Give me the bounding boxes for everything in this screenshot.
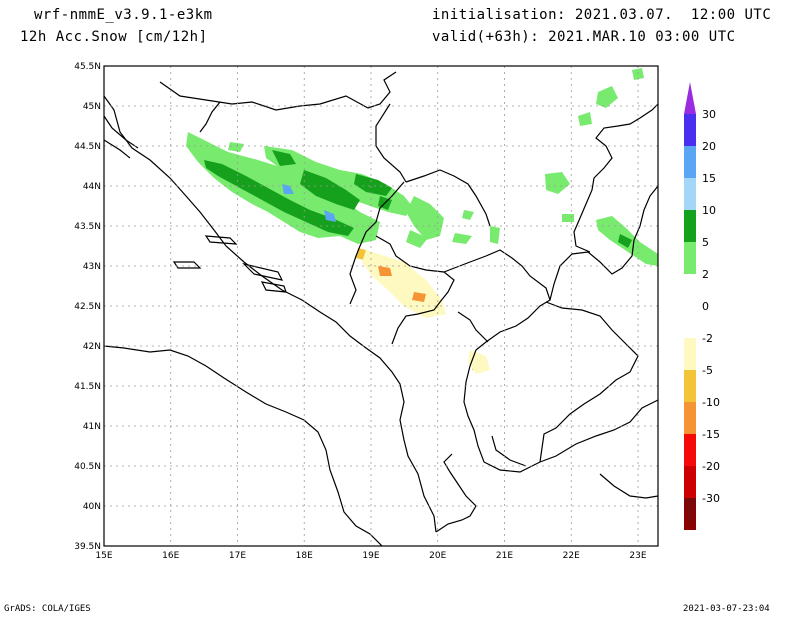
colorbar-swatch — [684, 210, 696, 242]
gridlines — [104, 66, 658, 546]
colorbar-swatch — [684, 178, 696, 210]
render-timestamp: 2021-03-07-23:04 — [683, 604, 770, 614]
lon-label: 21E — [496, 551, 513, 561]
init-time: initialisation: 2021.03.07. 12:00 UTC — [432, 7, 772, 23]
colorbar-swatch — [684, 434, 696, 466]
colorbar-bottom-arrow — [684, 498, 696, 530]
lat-label: 40N — [83, 502, 101, 512]
lat-label: 40.5N — [74, 462, 101, 472]
colorbar-label: -5 — [702, 364, 713, 377]
lat-label: 43.5N — [74, 222, 101, 232]
colorbar-label: 2 — [702, 268, 709, 281]
colorbar-label: -10 — [702, 396, 720, 409]
lat-label: 44N — [83, 182, 101, 192]
field-title: 12h Acc.Snow [cm/12h] — [20, 29, 208, 45]
colorbar-label: -20 — [702, 460, 720, 473]
lat-label: 45.5N — [74, 62, 101, 72]
map-frame — [103, 65, 659, 547]
lat-label: 43N — [83, 262, 101, 272]
colorbar-label: 10 — [702, 204, 716, 217]
snow-field — [186, 68, 658, 374]
colorbar-label: -30 — [702, 492, 720, 505]
colorbar-label: 20 — [702, 140, 716, 153]
model-title: wrf-nmmE_v3.9.1-e3km — [34, 7, 213, 23]
lon-label: 19E — [362, 551, 379, 561]
colorbar-label: 15 — [702, 172, 716, 185]
colorbar-swatch — [684, 242, 696, 274]
colorbar-label: -2 — [702, 332, 713, 345]
coastlines-borders — [103, 71, 659, 547]
lon-labels: 15E 16E 17E 18E 19E 20E 21E 22E 23E — [95, 551, 646, 561]
lon-label: 23E — [629, 551, 646, 561]
colorbar-label: 30 — [702, 108, 716, 121]
lat-label: 45N — [83, 102, 101, 112]
lon-label: 22E — [563, 551, 580, 561]
colorbar-swatch — [684, 114, 696, 146]
lat-label: 42.5N — [74, 302, 101, 312]
lon-label: 20E — [429, 551, 446, 561]
colorbar-swatch — [684, 370, 696, 402]
lat-label: 44.5N — [74, 142, 101, 152]
colorbar-label: 5 — [702, 236, 709, 249]
colorbar-top-arrow — [684, 82, 696, 114]
lon-label: 17E — [229, 551, 246, 561]
lon-label: 16E — [162, 551, 179, 561]
lat-label: 42N — [83, 342, 101, 352]
grads-credit: GrADS: COLA/IGES — [4, 604, 91, 614]
colorbar-label: -15 — [702, 428, 720, 441]
lon-label: 15E — [95, 551, 112, 561]
lat-labels: 45.5N 45N 44.5N 44N 43.5N 43N 42.5N 42N 41.5N 41N… — [74, 62, 101, 552]
lat-label: 41N — [83, 422, 101, 432]
lat-label: 39.5N — [74, 542, 101, 552]
valid-time: valid(+63h): 2021.MAR.10 03:00 UTC — [432, 29, 736, 45]
colorbar-swatch — [684, 402, 696, 434]
colorbar-swatch — [684, 306, 696, 338]
lon-label: 18E — [296, 551, 313, 561]
colorbar-label: 0 — [702, 300, 709, 313]
colorbar-swatch — [684, 338, 696, 370]
colorbar-swatch — [684, 274, 696, 306]
colorbar-swatch — [684, 466, 696, 498]
lat-label: 41.5N — [74, 382, 101, 392]
colorbar-swatch — [684, 146, 696, 178]
